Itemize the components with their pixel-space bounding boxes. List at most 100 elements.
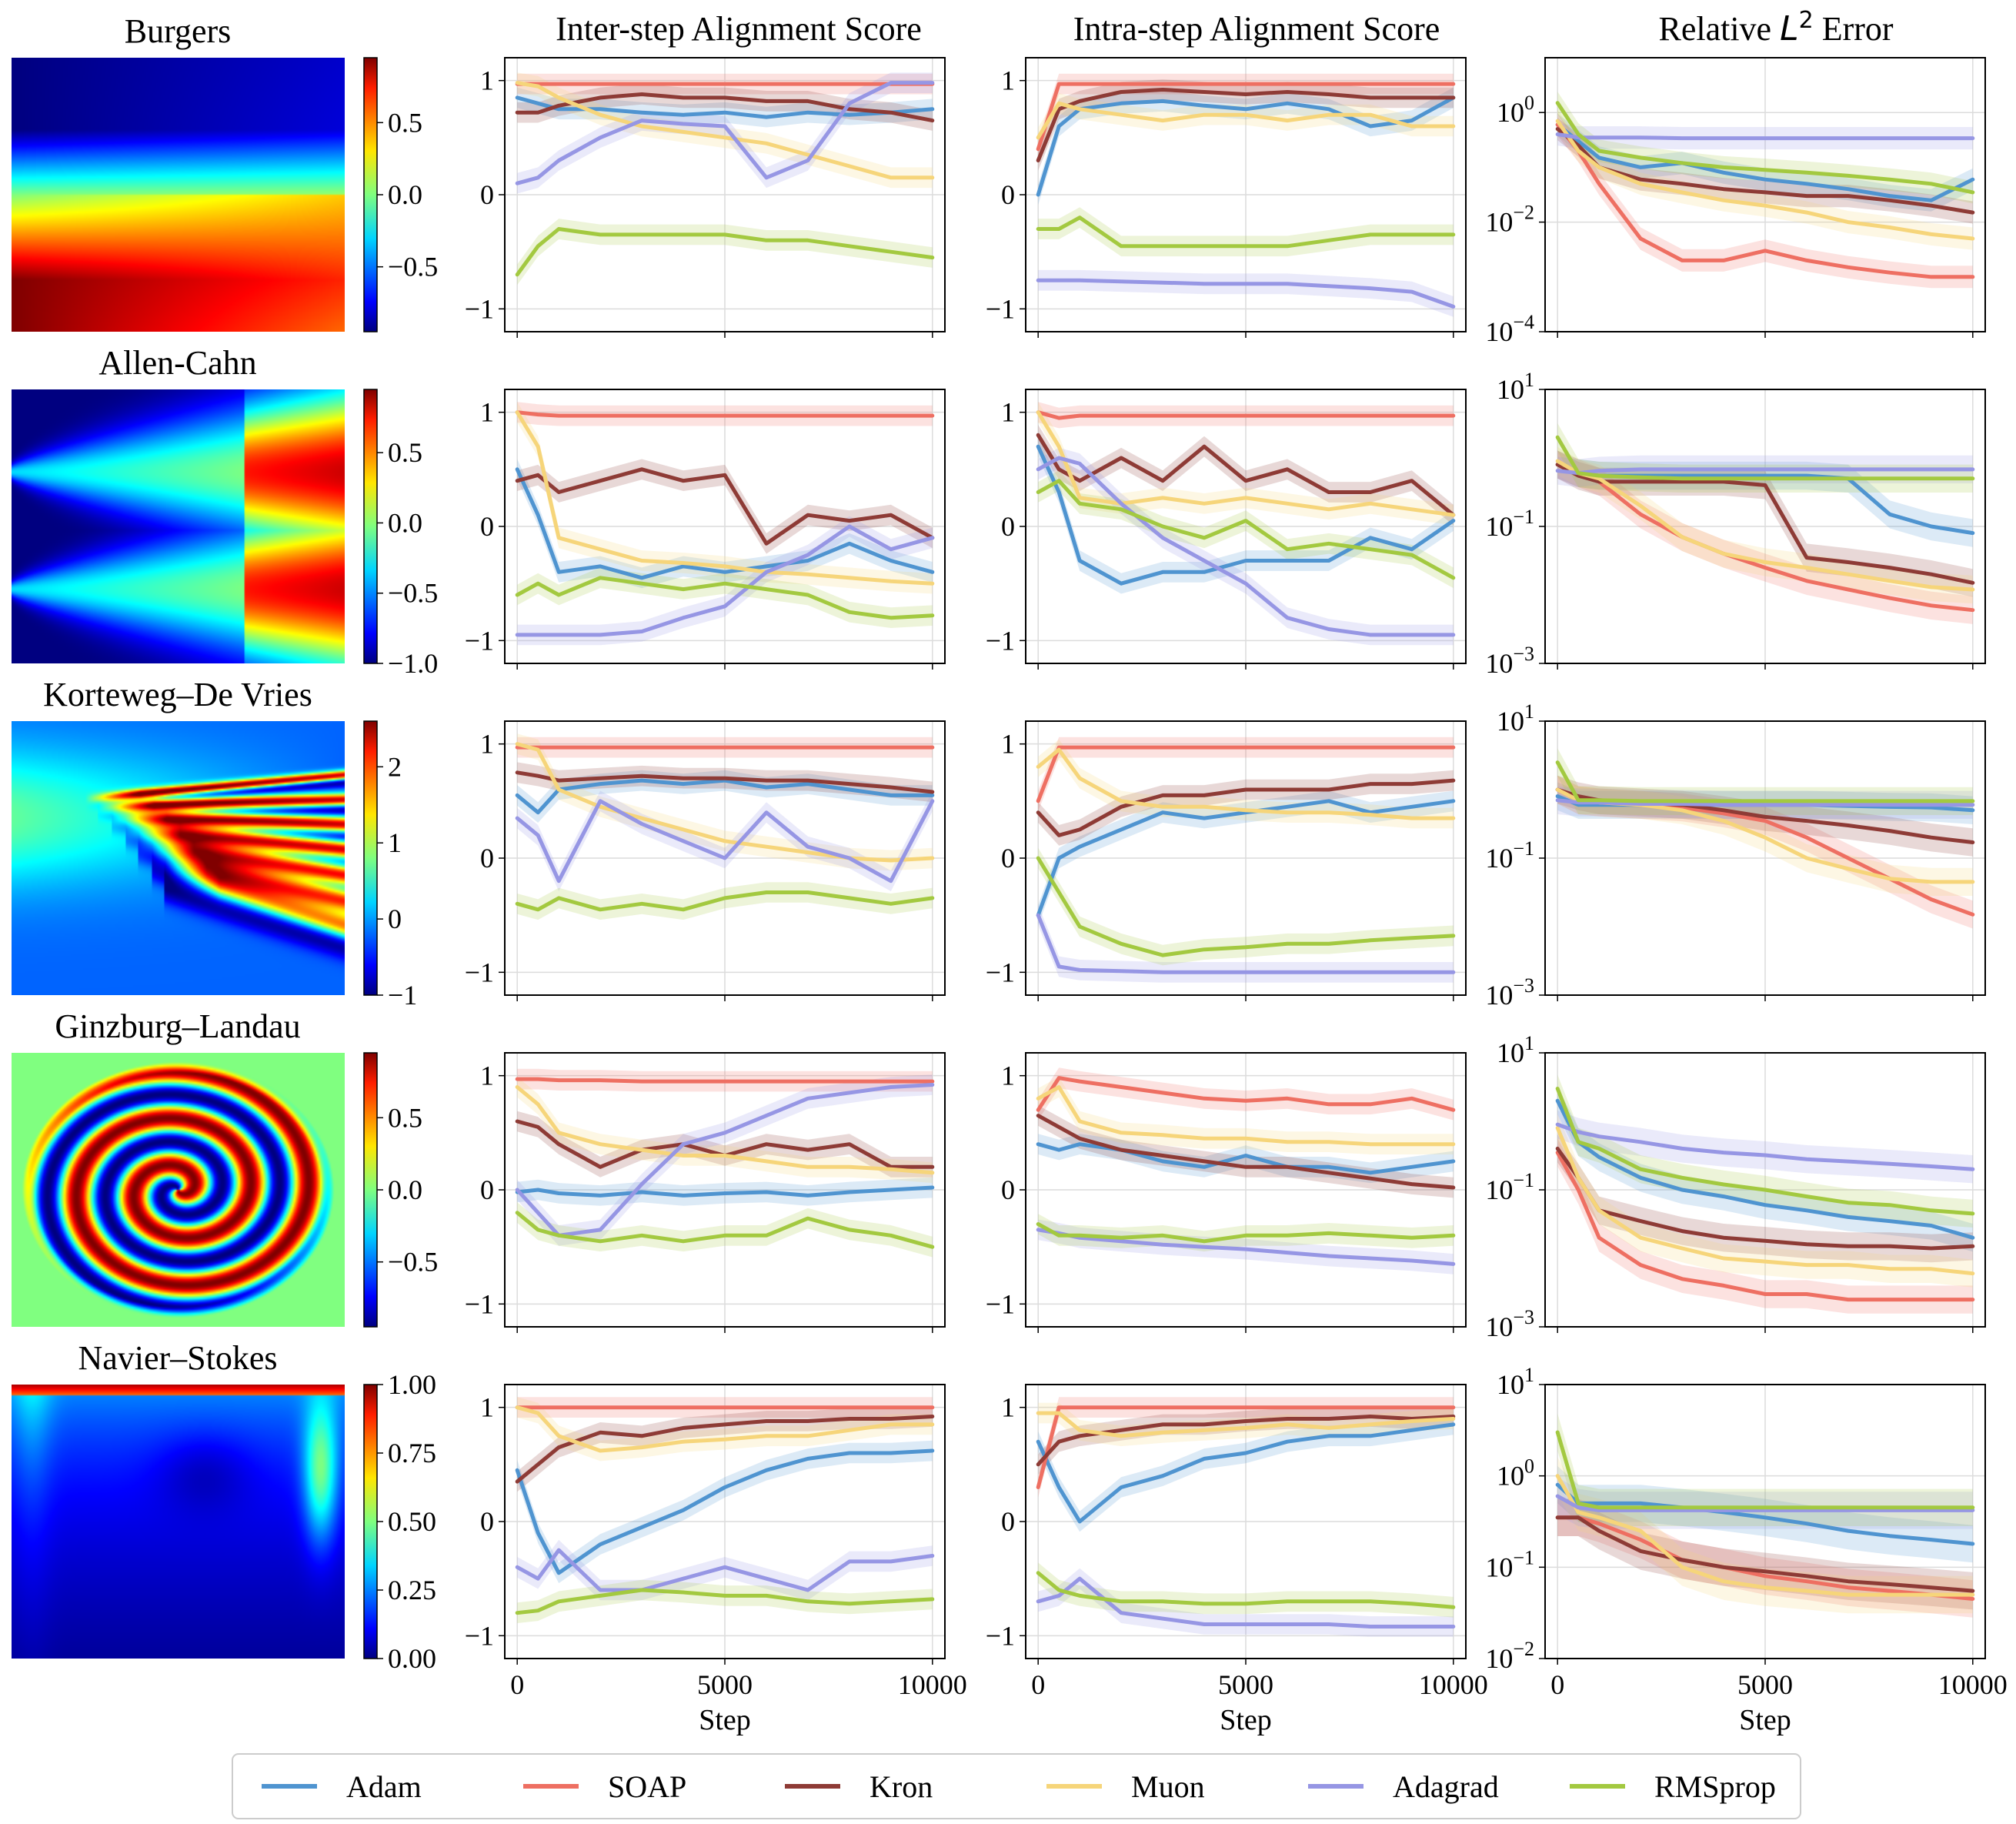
legend-item-adagrad: Adagrad [1308,1769,1499,1804]
y-tick-label: 1 [480,1392,494,1423]
band-kron [1038,1406,1454,1475]
series-line-muon [1555,1474,1975,1597]
y-tick-label: 0 [480,179,494,210]
series-line-soap [1036,745,1456,803]
panel-intra-1: 1 0 −1 [986,389,1467,670]
band-rmsprop [1557,92,1973,204]
series-line-kron [515,92,935,123]
y-tick-label: 0 [480,511,494,542]
y-tick-label: 1 [1001,1061,1015,1091]
band-adagrad [517,72,933,194]
band-adam [1038,790,1454,926]
y-tick-label: 10−1 [1485,1169,1534,1205]
series-line-rmsprop [1555,1087,1975,1216]
series-line-adam [515,467,935,580]
y-tick-label: −1 [465,957,494,987]
series-line-adagrad [515,1083,935,1238]
series-line-kron [515,467,935,546]
colorbar-tick-label: 0.0 [388,179,422,210]
band-kron [1038,425,1454,526]
series-line-adam [1036,1142,1456,1175]
series-line-kron [1555,1515,1975,1593]
series-line-adagrad [1555,798,1975,807]
series-line-adagrad [1555,132,1975,141]
series-line-soap [1036,1405,1456,1489]
panel-error-1: 101 10−1 10−3 [1485,369,1986,679]
series-line-adagrad [515,81,935,185]
series-line-rmsprop [1036,856,1456,957]
series-line-adam [1555,122,1975,202]
series-line-rmsprop [515,1588,935,1615]
panel-inter-1: 1 0 −1 [465,389,946,670]
band-adagrad [1557,1110,1973,1184]
colorbar-tick-label: 0 [388,904,402,934]
series-line-kron [515,1415,935,1484]
band-kron [1038,770,1454,846]
colorbar-tick-label: 0.0 [388,1174,422,1205]
series-line-rmsprop [1555,101,1975,195]
band-soap [1557,1138,1973,1314]
band-soap [1557,113,1973,289]
panel-intra-4: 1 0 −1 0 5000 10000 Step [986,1384,1488,1736]
field-image-kdv [12,721,345,995]
series-line-adam [515,778,935,815]
y-tick-label: 10−1 [1485,837,1534,874]
legend-label: Adam [346,1769,422,1804]
panel-error-3: 101 10−1 10−3 [1485,1032,1986,1342]
series-line-kron [1036,1114,1456,1190]
series-line-rmsprop [1036,1571,1456,1609]
intra-column-title: Intra-step Alignment Score [1073,10,1440,48]
band-adagrad [1557,123,1973,150]
legend-label: RMSprop [1654,1769,1776,1804]
series-line-soap [1555,122,1975,279]
band-adagrad [1038,1568,1454,1637]
band-adagrad [517,1074,933,1246]
y-tick-label: −1 [986,957,1015,987]
x-tick-label: 10000 [1938,1669,2008,1700]
colorbar-tick-label: 1 [388,827,402,858]
inter-column-title: Inter-step Alignment Score [556,10,922,48]
panel-intra-3: 1 0 −1 [986,1052,1467,1333]
series-line-rmsprop [1036,1222,1456,1244]
colorbar-tick-label: −1 [388,980,417,1011]
colorbar-tick-label: 2 [388,751,402,782]
band-adam [517,87,933,128]
panel-error-4: 101 100 10−1 10−2 0 5000 10000 Step [1485,1364,2007,1736]
colorbar [363,57,378,332]
band-rmsprop [517,882,933,920]
legend-label: Muon [1131,1769,1205,1804]
column-titles: Inter-step Alignment Score Intra-step Al… [556,7,1894,48]
series-line-muon [1555,459,1975,592]
series-line-adagrad [515,524,935,637]
band-adam [1557,1465,1973,1563]
colorbar-tick-label: 0.5 [388,107,422,138]
y-tick-label: 1 [1001,65,1015,96]
series-line-soap [1555,1151,1975,1302]
colorbar [363,389,378,664]
colorbar-tick-label: 0.0 [388,507,422,538]
colorbar [363,1384,378,1659]
legend-item-rmsprop: RMSprop [1570,1769,1776,1804]
panel-inter-4: 1 0 −1 0 5000 10000 Step [465,1384,967,1736]
series-line-muon [515,742,935,863]
series-line-kron [515,1119,935,1169]
series-line-muon [515,81,935,180]
band-kron [517,1111,933,1178]
colorbar-tick-label: −0.5 [388,1247,438,1278]
x-axis-label: Step [1739,1704,1791,1736]
band-muon [517,1397,933,1462]
series-line-rmsprop [515,890,935,912]
x-tick-label: 0 [1031,1669,1045,1700]
series-line-kron [1036,1415,1456,1467]
series-line-kron [1036,433,1456,517]
row-title: Navier–Stokes [78,1339,277,1377]
legend-frame [232,1753,1801,1819]
series-line-adam [1036,95,1456,197]
band-rmsprop [517,567,933,628]
y-tick-label: 0 [1001,179,1015,210]
error-column-title: Relative L2 Error [1658,7,1893,48]
series-line-rmsprop [1036,479,1456,580]
colorbar-tick-label: −1.0 [388,648,438,679]
legend-label: Adagrad [1393,1769,1499,1804]
series-line-soap [1036,1076,1456,1112]
